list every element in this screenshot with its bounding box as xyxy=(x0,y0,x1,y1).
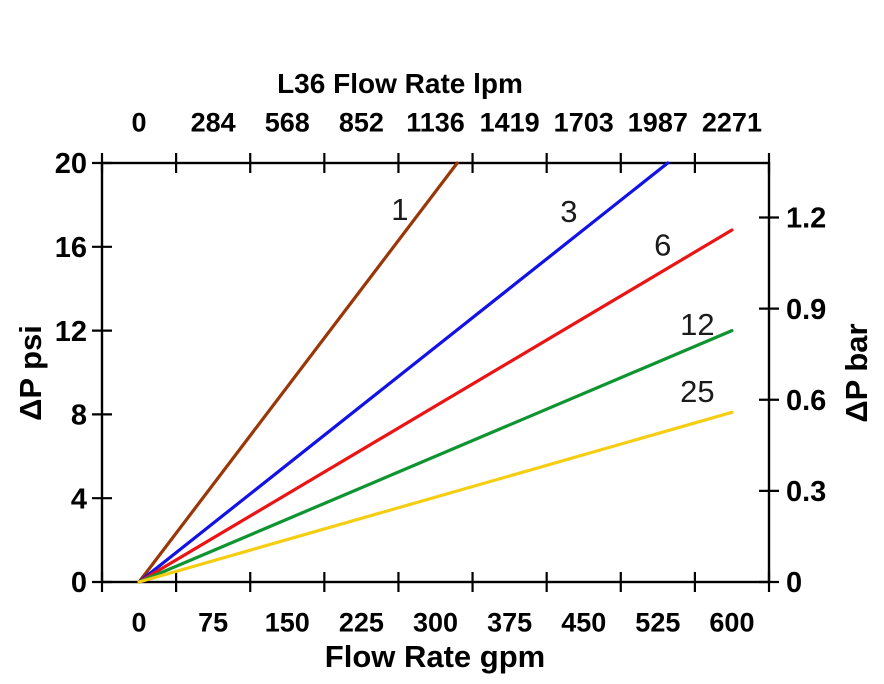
bottom-axis-tick-label: 75 xyxy=(198,607,228,637)
top-axis-tick-label: 284 xyxy=(191,107,236,137)
bottom-axis-tick-label: 600 xyxy=(709,607,754,637)
right-axis-tick-label: 0.9 xyxy=(786,294,826,326)
left-axis-tick-label: 12 xyxy=(55,316,87,348)
bottom-axis-tick-label: 450 xyxy=(561,607,606,637)
series-line-3 xyxy=(137,161,670,584)
plot-frame xyxy=(100,161,771,584)
left-axis-title: ΔP psi xyxy=(13,325,48,421)
series-label-6: 6 xyxy=(654,228,671,263)
series-line-25 xyxy=(137,410,734,584)
series-label-3: 3 xyxy=(560,194,577,229)
top-axis-tick-label: 568 xyxy=(265,107,310,137)
bottom-axis-tick-label: 0 xyxy=(132,607,147,637)
plot-area: 0 284 568 852 1136 1419 1703 1987 2271 0 75 150 225 3… xyxy=(55,107,827,637)
series-label-25: 25 xyxy=(680,374,714,409)
left-axis-tick-label: 0 xyxy=(71,567,87,599)
series-label-12: 12 xyxy=(680,307,714,342)
top-axis-tick-label: 852 xyxy=(339,107,384,137)
series-label-1: 1 xyxy=(391,192,408,227)
bottom-axis-tick-label: 225 xyxy=(339,607,384,637)
top-axis-tick-label: 1703 xyxy=(554,107,614,137)
top-axis-tick-label: 2271 xyxy=(702,107,762,137)
series-line-1 xyxy=(137,161,459,584)
left-axis-tick-label: 20 xyxy=(55,148,87,180)
right-axis-title: ΔP bar xyxy=(839,323,874,422)
bottom-axis-tick-label: 375 xyxy=(487,607,532,637)
right-axis-tick-label: 0 xyxy=(786,567,802,599)
right-axis-tick-label: 0.6 xyxy=(786,385,826,417)
right-axis-tick-label: 1.2 xyxy=(786,203,826,235)
top-axis-tick-label: 0 xyxy=(132,107,147,137)
bottom-axis-tick-label: 525 xyxy=(635,607,680,637)
series-line-6 xyxy=(137,228,734,584)
top-axis-tick-label: 1419 xyxy=(480,107,540,137)
bottom-axis-tick-label: 150 xyxy=(265,607,310,637)
top-axis-tick-label: 1987 xyxy=(628,107,688,137)
left-axis-tick-label: 16 xyxy=(55,232,87,264)
bottom-axis-title: Flow Rate gpm xyxy=(325,639,545,674)
bottom-axis-tick-label: 300 xyxy=(413,607,458,637)
right-axis-tick-label: 0.3 xyxy=(786,476,826,508)
top-axis-tick-label: 1136 xyxy=(406,107,465,137)
left-axis-tick-label: 8 xyxy=(71,400,87,432)
series-line-12 xyxy=(137,329,734,584)
left-axis-tick-label: 4 xyxy=(71,483,87,515)
top-axis-title: L36 Flow Rate lpm xyxy=(277,68,523,99)
